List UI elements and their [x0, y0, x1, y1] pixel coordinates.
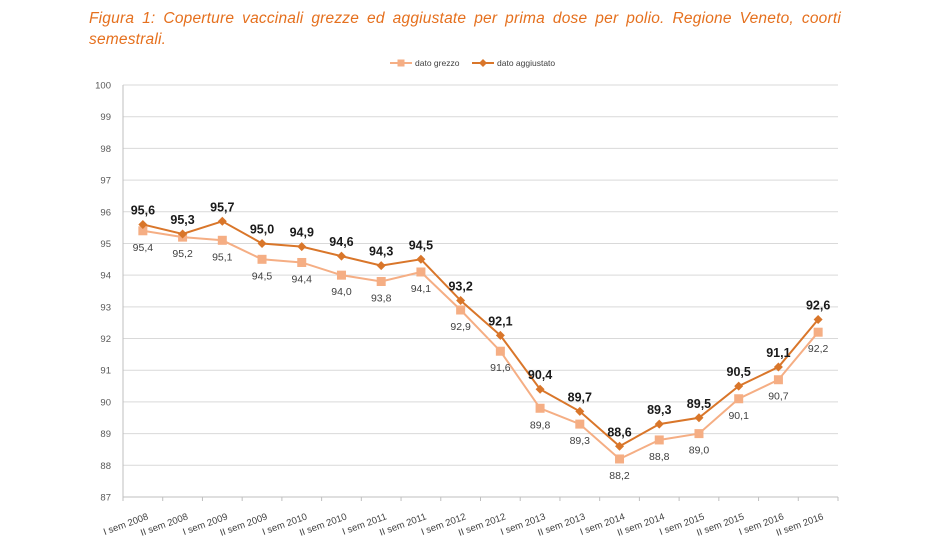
raw-marker: [654, 435, 664, 445]
adjusted-data-label: 90,4: [528, 368, 552, 382]
adjusted-marker: [575, 406, 585, 416]
legend-marker-square: [397, 59, 405, 67]
y-tick-label: 91: [100, 366, 111, 377]
raw-data-label: 93,8: [371, 292, 392, 304]
y-tick-label: 87: [100, 493, 111, 504]
raw-marker: [456, 305, 466, 315]
adjusted-data-label: 95,0: [250, 222, 274, 236]
series-line-raw: [142, 229, 819, 461]
adjusted-marker: [217, 216, 227, 226]
y-tick-label: 100: [95, 81, 111, 92]
raw-data-label: 89,0: [689, 445, 710, 457]
y-tick-label: 88: [100, 461, 111, 472]
adjusted-data-label: 95,7: [210, 200, 234, 214]
raw-data-label: 94,4: [292, 273, 313, 285]
adjusted-data-label: 88,6: [607, 425, 631, 439]
y-tick-label: 92: [100, 334, 111, 345]
raw-marker: [416, 267, 426, 277]
y-tick-label: 94: [100, 271, 111, 282]
adjusted-marker: [138, 219, 148, 229]
raw-data-label: 92,9: [450, 321, 471, 333]
legend-label: dato grezzo: [415, 58, 460, 68]
adjusted-marker: [773, 362, 783, 372]
raw-marker: [813, 327, 823, 337]
raw-data-label: 91,6: [490, 362, 511, 374]
raw-data-label: 90,1: [728, 410, 749, 422]
raw-marker: [535, 403, 545, 413]
raw-data-label: 88,8: [649, 451, 670, 463]
series-line-adjusted: [142, 220, 819, 448]
raw-marker: [336, 270, 346, 280]
y-tick-label: 95: [100, 239, 111, 250]
raw-data-label: 88,2: [609, 470, 630, 482]
raw-marker: [297, 257, 307, 267]
adjusted-data-label: 90,5: [727, 365, 751, 379]
raw-marker: [217, 235, 227, 245]
adjusted-marker: [535, 384, 545, 394]
raw-data-label: 94,5: [252, 270, 273, 282]
raw-data-label: 89,8: [530, 419, 551, 431]
adjusted-marker: [694, 413, 704, 423]
y-tick-label: 99: [100, 112, 111, 123]
adjusted-marker: [813, 315, 823, 325]
adjusted-marker: [734, 381, 744, 391]
raw-marker: [495, 346, 505, 356]
adjusted-data-label: 94,5: [409, 238, 433, 252]
adjusted-marker: [615, 441, 625, 451]
raw-data-label: 92,2: [808, 343, 829, 355]
raw-marker: [575, 419, 585, 429]
raw-data-label: 94,0: [331, 286, 352, 298]
adjusted-data-label: 95,6: [131, 203, 155, 217]
raw-marker: [694, 429, 704, 439]
raw-data-label: 95,4: [133, 242, 154, 254]
adjusted-data-label: 95,3: [170, 213, 194, 227]
raw-marker: [138, 226, 148, 236]
legend-label: dato aggiustato: [497, 58, 555, 68]
adjusted-marker: [178, 229, 188, 239]
adjusted-marker: [654, 419, 664, 429]
adjusted-marker: [495, 330, 505, 340]
legend-marker-diamond: [479, 59, 487, 67]
raw-data-label: 94,1: [411, 283, 432, 295]
y-tick-label: 90: [100, 397, 111, 408]
adjusted-data-label: 89,5: [687, 397, 711, 411]
adjusted-marker: [257, 238, 267, 248]
y-tick-label: 98: [100, 144, 111, 155]
adjusted-data-label: 91,1: [766, 346, 790, 360]
adjusted-data-label: 94,6: [329, 235, 353, 249]
figure-title: Figura 1: Coperture vaccinali grezze ed …: [89, 10, 841, 48]
y-tick-label: 96: [100, 207, 111, 218]
adjusted-data-label: 89,7: [568, 390, 592, 404]
raw-data-label: 89,3: [570, 435, 591, 447]
adjusted-data-label: 94,3: [369, 245, 393, 259]
adjusted-data-label: 94,9: [290, 226, 314, 240]
adjusted-data-label: 92,6: [806, 299, 830, 313]
adjusted-data-label: 92,1: [488, 314, 512, 328]
y-tick-label: 97: [100, 176, 111, 187]
raw-marker: [376, 276, 386, 286]
y-tick-label: 89: [100, 429, 111, 440]
adjusted-data-label: 93,2: [448, 280, 472, 294]
raw-marker: [734, 394, 744, 404]
adjusted-data-label: 89,3: [647, 403, 671, 417]
raw-data-label: 95,2: [172, 248, 193, 260]
adjusted-marker: [456, 296, 466, 306]
adjusted-marker: [416, 254, 426, 264]
raw-marker: [615, 454, 625, 464]
raw-data-label: 90,7: [768, 391, 789, 403]
raw-data-label: 95,1: [212, 251, 233, 263]
raw-marker: [773, 375, 783, 385]
y-tick-label: 93: [100, 302, 111, 313]
raw-marker: [257, 254, 267, 264]
adjusted-marker: [376, 261, 386, 271]
adjusted-marker: [297, 242, 307, 252]
adjusted-marker: [336, 251, 346, 261]
